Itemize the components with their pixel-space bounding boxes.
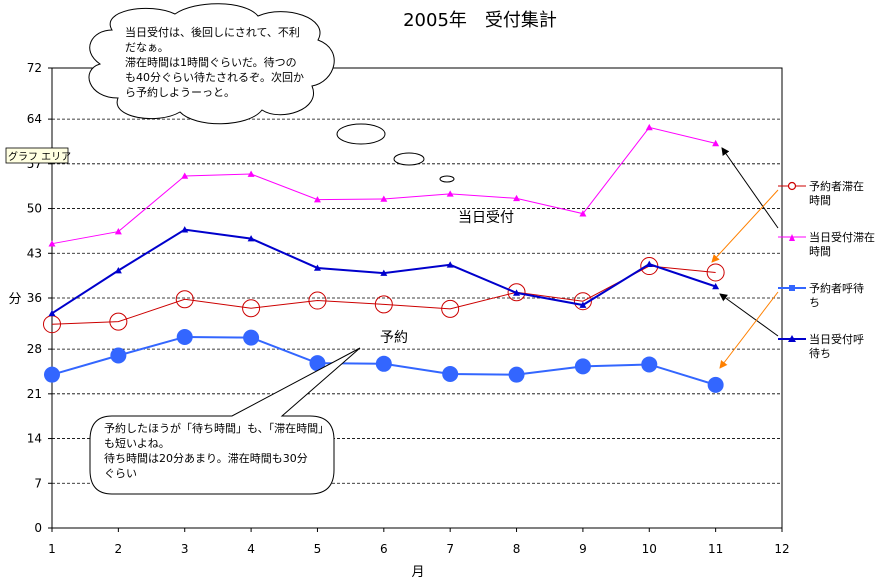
y-axis-label: 分 [8, 292, 21, 307]
data-point [579, 301, 587, 308]
data-point [712, 139, 720, 147]
data-point [442, 366, 459, 383]
data-point [114, 267, 122, 274]
x-tick-label: 11 [708, 542, 723, 556]
data-point [309, 355, 326, 372]
data-point [573, 292, 592, 311]
y-tick-label: 72 [27, 61, 42, 75]
label-reserved: 予約 [380, 330, 408, 346]
series-4 [48, 226, 720, 317]
data-point [48, 240, 56, 247]
y-tick-label: 50 [27, 202, 42, 216]
y-tick-label: 0 [34, 521, 42, 535]
data-point [574, 358, 591, 375]
data-point [242, 299, 261, 318]
data-point [176, 328, 193, 345]
label-same-day: 当日受付 [458, 210, 514, 226]
data-point [641, 356, 658, 373]
thought-bubble-text: 当日受付は、後回しにされて、不利 だなぁ。 滞在時間は1時間ぐらいだ。待つの も… [125, 25, 308, 99]
legend-label: 当日受付滞在時間 [809, 230, 875, 258]
thought-bubble: 当日受付は、後回しにされて、不利 だなぁ。 滞在時間は1時間ぐらいだ。待つの も… [88, 3, 455, 183]
x-axis-label: 月 [411, 565, 424, 580]
chart-title: 2005年 受付集計 [403, 10, 557, 31]
x-tick-label: 2 [115, 542, 123, 556]
y-tick-label: 36 [27, 291, 42, 305]
x-axis: 1 2 3 4 5 6 7 8 9 10 11 12 [48, 528, 790, 556]
speech-bubble-text: 予約したほうが「待ち時間」も、「滞在時間」 も短いよね。 待ち時間は20分あまり… [104, 421, 333, 480]
tooltip-box [5, 147, 69, 164]
data-point [313, 196, 321, 203]
data-point [513, 194, 521, 202]
y-tick-label: 28 [27, 342, 42, 356]
x-tick-label: 3 [181, 542, 189, 556]
legend-marker [788, 335, 796, 342]
data-point [243, 329, 260, 346]
x-tick-label: 7 [446, 542, 454, 556]
x-tick-label: 8 [513, 542, 521, 556]
x-tick-label: 9 [579, 542, 587, 556]
data-point [380, 195, 388, 202]
data-point [712, 283, 720, 290]
data-point [446, 190, 454, 197]
data-point [374, 295, 393, 314]
series-2 [48, 123, 720, 247]
data-point [508, 366, 525, 383]
x-tick-label: 4 [247, 542, 255, 556]
data-point [114, 228, 122, 235]
data-point [44, 366, 60, 383]
series-group [43, 123, 725, 393]
x-tick-label: 5 [314, 542, 322, 556]
legend-marker [789, 234, 795, 241]
data-point [175, 290, 194, 309]
legend-label: 予約者呼待ち [809, 281, 864, 309]
data-point [375, 355, 392, 372]
series-1 [43, 257, 725, 334]
speech-bubble: 予約したほうが「待ち時間」も、「滞在時間」 も短いよね。 待ち時間は20分あまり… [89, 347, 361, 495]
arrow-same-day-wait [719, 293, 779, 337]
data-point [247, 235, 255, 242]
tooltip-text: グラフ エリア [8, 150, 71, 163]
data-point [441, 299, 460, 318]
data-point [313, 264, 321, 271]
legend-label: 当日受付呼待ち [809, 332, 864, 360]
data-point [109, 312, 128, 331]
legend-label: 予約者滞在時間 [809, 179, 864, 207]
arrow-same-day-stay [721, 147, 779, 229]
series-line [51, 265, 716, 325]
y-tick-label: 7 [34, 476, 42, 490]
data-point [110, 347, 127, 364]
series-3 [44, 328, 724, 393]
legend-marker [789, 285, 795, 291]
y-tick-label: 21 [27, 387, 42, 401]
data-point [446, 261, 454, 268]
data-point [645, 260, 653, 267]
data-point [507, 283, 526, 302]
arrow-reserved-stay [711, 189, 779, 263]
x-tick-label: 10 [642, 542, 657, 556]
data-point [645, 123, 653, 131]
x-tick-label: 12 [774, 542, 789, 556]
data-point [48, 309, 56, 317]
legend[interactable]: 予約者滞在時間 当日受付滞在時間 予約者呼待ち 当日受付呼待ち [778, 179, 875, 360]
y-tick-label: 64 [27, 112, 42, 126]
data-point [707, 376, 724, 393]
data-point [308, 291, 327, 310]
data-point [706, 263, 725, 282]
y-tick-label: 14 [27, 432, 42, 446]
data-point [181, 226, 189, 233]
y-tick-label: 43 [27, 246, 42, 260]
x-tick-label: 1 [48, 542, 56, 556]
x-tick-label: 6 [380, 542, 388, 556]
data-point [181, 172, 189, 179]
arrow-reserved-wait [719, 291, 779, 369]
data-point [513, 289, 521, 296]
data-point [380, 269, 388, 276]
data-point [579, 210, 587, 217]
data-point [247, 170, 255, 177]
legend-marker [787, 181, 797, 191]
